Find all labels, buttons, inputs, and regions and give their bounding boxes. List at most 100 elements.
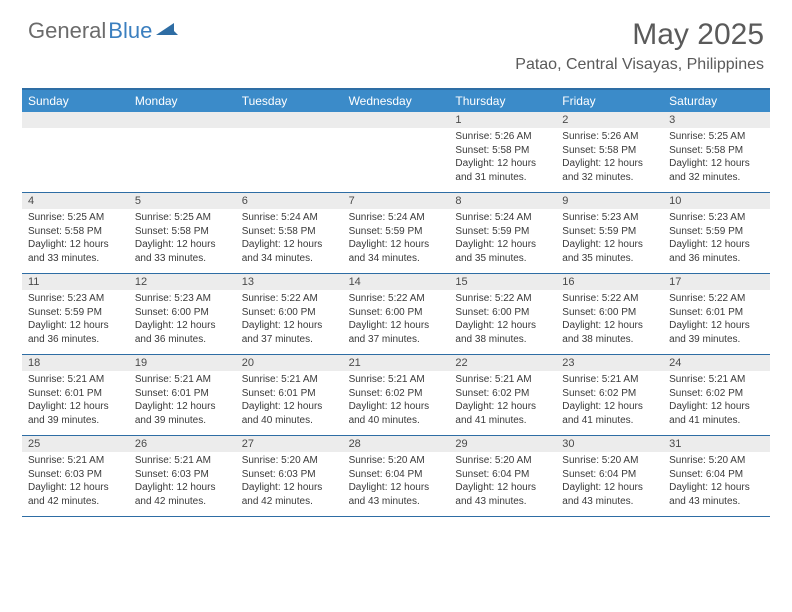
day-daylight2: and 41 minutes.: [455, 414, 550, 428]
day-daylight1: Daylight: 12 hours: [242, 238, 337, 252]
day-header-tuesday: Tuesday: [236, 90, 343, 112]
day-sunrise: Sunrise: 5:20 AM: [562, 454, 657, 468]
day-sunset: Sunset: 5:58 PM: [669, 144, 764, 158]
day-sunset: Sunset: 6:04 PM: [455, 468, 550, 482]
calendar-cell: 27Sunrise: 5:20 AMSunset: 6:03 PMDayligh…: [236, 436, 343, 516]
day-sunset: Sunset: 5:58 PM: [562, 144, 657, 158]
day-number: 10: [663, 193, 770, 209]
calendar-cell: 15Sunrise: 5:22 AMSunset: 6:00 PMDayligh…: [449, 274, 556, 354]
day-daylight1: Daylight: 12 hours: [242, 481, 337, 495]
day-details: Sunrise: 5:23 AMSunset: 5:59 PMDaylight:…: [22, 290, 129, 350]
weeks-container: 1Sunrise: 5:26 AMSunset: 5:58 PMDaylight…: [22, 112, 770, 517]
calendar-cell: 19Sunrise: 5:21 AMSunset: 6:01 PMDayligh…: [129, 355, 236, 435]
day-sunset: Sunset: 6:01 PM: [242, 387, 337, 401]
day-daylight1: Daylight: 12 hours: [349, 481, 444, 495]
day-number: 9: [556, 193, 663, 209]
day-sunrise: Sunrise: 5:26 AM: [562, 130, 657, 144]
calendar-cell: 17Sunrise: 5:22 AMSunset: 6:01 PMDayligh…: [663, 274, 770, 354]
day-number: [236, 112, 343, 128]
day-header-thursday: Thursday: [449, 90, 556, 112]
day-sunset: Sunset: 6:01 PM: [669, 306, 764, 320]
day-header-saturday: Saturday: [663, 90, 770, 112]
day-daylight1: Daylight: 12 hours: [562, 238, 657, 252]
calendar-cell: 12Sunrise: 5:23 AMSunset: 6:00 PMDayligh…: [129, 274, 236, 354]
day-details: Sunrise: 5:20 AMSunset: 6:04 PMDaylight:…: [663, 452, 770, 512]
day-sunrise: Sunrise: 5:22 AM: [669, 292, 764, 306]
day-details: Sunrise: 5:21 AMSunset: 6:03 PMDaylight:…: [22, 452, 129, 512]
day-daylight1: Daylight: 12 hours: [349, 319, 444, 333]
calendar-cell: 3Sunrise: 5:25 AMSunset: 5:58 PMDaylight…: [663, 112, 770, 192]
calendar-cell: 26Sunrise: 5:21 AMSunset: 6:03 PMDayligh…: [129, 436, 236, 516]
day-number: 2: [556, 112, 663, 128]
day-daylight2: and 32 minutes.: [562, 171, 657, 185]
day-header-sunday: Sunday: [22, 90, 129, 112]
day-details: Sunrise: 5:26 AMSunset: 5:58 PMDaylight:…: [449, 128, 556, 188]
day-daylight1: Daylight: 12 hours: [562, 400, 657, 414]
day-details: Sunrise: 5:25 AMSunset: 5:58 PMDaylight:…: [129, 209, 236, 269]
day-daylight1: Daylight: 12 hours: [455, 481, 550, 495]
day-sunrise: Sunrise: 5:23 AM: [135, 292, 230, 306]
day-sunrise: Sunrise: 5:25 AM: [135, 211, 230, 225]
calendar-cell: 16Sunrise: 5:22 AMSunset: 6:00 PMDayligh…: [556, 274, 663, 354]
location-subtitle: Patao, Central Visayas, Philippines: [515, 56, 764, 74]
day-daylight1: Daylight: 12 hours: [349, 238, 444, 252]
day-sunrise: Sunrise: 5:23 AM: [28, 292, 123, 306]
day-daylight1: Daylight: 12 hours: [562, 157, 657, 171]
day-number: 19: [129, 355, 236, 371]
day-daylight1: Daylight: 12 hours: [135, 481, 230, 495]
calendar-week: 11Sunrise: 5:23 AMSunset: 5:59 PMDayligh…: [22, 274, 770, 355]
day-daylight2: and 37 minutes.: [242, 333, 337, 347]
day-daylight2: and 33 minutes.: [135, 252, 230, 266]
day-daylight1: Daylight: 12 hours: [455, 238, 550, 252]
day-details: Sunrise: 5:22 AMSunset: 6:00 PMDaylight:…: [449, 290, 556, 350]
day-number: 14: [343, 274, 450, 290]
day-sunrise: Sunrise: 5:22 AM: [455, 292, 550, 306]
day-daylight1: Daylight: 12 hours: [562, 319, 657, 333]
day-daylight2: and 34 minutes.: [349, 252, 444, 266]
day-details: Sunrise: 5:20 AMSunset: 6:04 PMDaylight:…: [556, 452, 663, 512]
day-daylight2: and 36 minutes.: [28, 333, 123, 347]
day-daylight2: and 42 minutes.: [28, 495, 123, 509]
day-header-friday: Friday: [556, 90, 663, 112]
day-details: Sunrise: 5:22 AMSunset: 6:00 PMDaylight:…: [343, 290, 450, 350]
logo: General Blue: [28, 18, 178, 44]
calendar-cell: [129, 112, 236, 192]
day-sunrise: Sunrise: 5:25 AM: [28, 211, 123, 225]
day-sunrise: Sunrise: 5:21 AM: [349, 373, 444, 387]
day-daylight1: Daylight: 12 hours: [28, 481, 123, 495]
calendar-cell: 5Sunrise: 5:25 AMSunset: 5:58 PMDaylight…: [129, 193, 236, 273]
day-number: [129, 112, 236, 128]
day-daylight2: and 40 minutes.: [349, 414, 444, 428]
day-sunrise: Sunrise: 5:22 AM: [242, 292, 337, 306]
day-header-monday: Monday: [129, 90, 236, 112]
day-number: 24: [663, 355, 770, 371]
day-daylight2: and 38 minutes.: [562, 333, 657, 347]
day-sunset: Sunset: 6:00 PM: [562, 306, 657, 320]
calendar-week: 25Sunrise: 5:21 AMSunset: 6:03 PMDayligh…: [22, 436, 770, 517]
day-daylight1: Daylight: 12 hours: [669, 400, 764, 414]
day-daylight1: Daylight: 12 hours: [669, 238, 764, 252]
calendar-week: 1Sunrise: 5:26 AMSunset: 5:58 PMDaylight…: [22, 112, 770, 193]
title-block: May 2025 Patao, Central Visayas, Philipp…: [515, 18, 764, 74]
calendar-cell: 11Sunrise: 5:23 AMSunset: 5:59 PMDayligh…: [22, 274, 129, 354]
day-number: 11: [22, 274, 129, 290]
day-details: Sunrise: 5:22 AMSunset: 6:01 PMDaylight:…: [663, 290, 770, 350]
calendar-cell: 13Sunrise: 5:22 AMSunset: 6:00 PMDayligh…: [236, 274, 343, 354]
day-sunrise: Sunrise: 5:22 AM: [349, 292, 444, 306]
day-daylight1: Daylight: 12 hours: [135, 238, 230, 252]
day-details: Sunrise: 5:23 AMSunset: 5:59 PMDaylight:…: [663, 209, 770, 269]
day-sunrise: Sunrise: 5:26 AM: [455, 130, 550, 144]
day-daylight2: and 39 minutes.: [135, 414, 230, 428]
day-sunrise: Sunrise: 5:23 AM: [669, 211, 764, 225]
calendar-cell: 1Sunrise: 5:26 AMSunset: 5:58 PMDaylight…: [449, 112, 556, 192]
day-details: [129, 128, 236, 184]
day-sunset: Sunset: 5:58 PM: [242, 225, 337, 239]
calendar-cell: [343, 112, 450, 192]
calendar-week: 18Sunrise: 5:21 AMSunset: 6:01 PMDayligh…: [22, 355, 770, 436]
day-sunrise: Sunrise: 5:21 AM: [28, 454, 123, 468]
day-daylight1: Daylight: 12 hours: [135, 400, 230, 414]
day-sunset: Sunset: 5:58 PM: [28, 225, 123, 239]
day-daylight2: and 40 minutes.: [242, 414, 337, 428]
day-sunrise: Sunrise: 5:21 AM: [242, 373, 337, 387]
day-details: Sunrise: 5:20 AMSunset: 6:03 PMDaylight:…: [236, 452, 343, 512]
